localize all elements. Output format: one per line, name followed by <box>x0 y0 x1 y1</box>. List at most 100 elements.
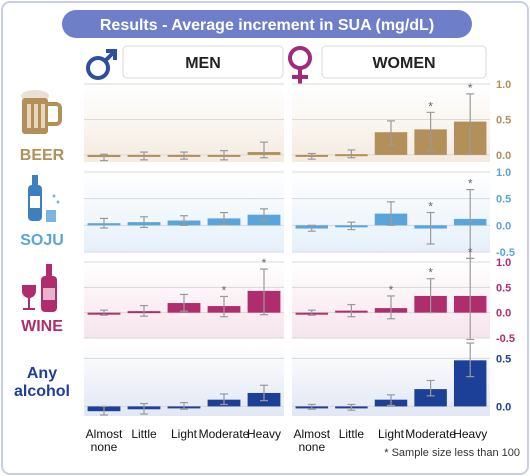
error-bar <box>140 402 148 415</box>
error-bar <box>307 152 316 160</box>
x-label-light: Light <box>378 427 405 441</box>
y-tick-wine: 0.0 <box>496 308 511 320</box>
error-bar <box>387 120 395 146</box>
y-tick-wine: -0.5 <box>496 333 515 345</box>
row-label-wine: WINE <box>21 318 63 335</box>
small-sample-marker: * <box>468 245 473 259</box>
panel-beer-women: ** <box>292 81 490 162</box>
error-bar <box>307 309 316 316</box>
x-label-heavy: Heavy <box>453 427 487 441</box>
panel-any-alcohol-men <box>84 344 284 416</box>
footnote: * Sample size less than 100 <box>384 447 520 459</box>
x-label-little: Little <box>131 427 157 441</box>
error-bar <box>426 211 435 245</box>
error-bar <box>180 401 188 410</box>
error-bar <box>140 304 148 317</box>
error-bar <box>220 211 228 225</box>
y-tick-wine: 0.5 <box>496 282 511 294</box>
column-header-women: WOMEN <box>372 55 435 72</box>
error-bar <box>347 303 356 318</box>
error-bar <box>466 257 475 341</box>
error-bar <box>100 405 108 416</box>
chart-title: Results - Average increment in SUA (mg/d… <box>100 17 434 34</box>
error-bar <box>220 295 228 318</box>
error-bar <box>180 293 188 312</box>
error-bar <box>466 342 475 378</box>
error-bar <box>387 201 395 226</box>
y-tick-wine: 1.0 <box>496 257 511 269</box>
small-sample-marker: * <box>428 266 433 280</box>
y-tick-beer: 1.0 <box>496 79 511 91</box>
panel-background <box>84 172 284 252</box>
row-label-any-line1: Any <box>27 365 57 382</box>
x-label-almost-none: Almost none <box>293 427 330 454</box>
y-tick-soju: 0.5 <box>496 194 511 206</box>
row-label-soju: SOJU <box>20 232 64 249</box>
row-label-any-line2: alcohol <box>14 383 70 400</box>
error-bar <box>220 150 228 161</box>
error-bar <box>426 379 435 397</box>
panel-any-alcohol-women <box>292 342 490 416</box>
error-bar <box>307 403 316 410</box>
title-banner <box>62 10 472 38</box>
small-sample-marker: * <box>262 256 267 270</box>
error-bar <box>180 215 188 226</box>
error-bar <box>220 393 228 406</box>
soju-bottle-icon <box>28 175 60 222</box>
y-tick-beer: 0.0 <box>496 150 511 162</box>
y-tick-any-alcohol: 0.0 <box>496 401 511 413</box>
error-bar <box>307 224 316 232</box>
male-symbol-icon <box>86 49 117 80</box>
error-bar <box>260 384 268 402</box>
error-bar <box>347 403 356 411</box>
error-bar <box>180 151 188 160</box>
error-bar <box>260 268 268 316</box>
plot-area: 0.00.51.0**-0.50.00.51.0**-0.50.00.51.0*… <box>84 79 515 416</box>
x-label-moderate: Moderate <box>405 427 456 441</box>
column-header-men: MEN <box>185 55 221 72</box>
x-label-almost-none: Almost none <box>86 427 123 454</box>
small-sample-marker: * <box>468 177 473 191</box>
panel-soju-men <box>84 171 284 253</box>
error-bar <box>140 151 148 161</box>
small-sample-marker: * <box>468 81 473 95</box>
panel-wine-women: * * * <box>292 245 490 341</box>
panel-background <box>84 84 284 162</box>
error-bar <box>347 149 356 159</box>
female-symbol-icon <box>288 46 312 84</box>
row-label-beer: BEER <box>20 147 65 164</box>
error-bar <box>260 208 268 221</box>
header-box-women <box>321 45 487 79</box>
x-label-moderate: Moderate <box>199 427 250 441</box>
panel-beer-men <box>84 83 284 162</box>
error-bar <box>426 111 435 152</box>
error-bar <box>387 394 395 407</box>
small-sample-marker: * <box>428 200 433 214</box>
error-bar <box>100 153 108 162</box>
small-sample-marker: * <box>222 283 227 297</box>
error-bar <box>466 93 475 155</box>
header-box-men <box>122 45 284 79</box>
small-sample-marker: * <box>428 99 433 113</box>
panel-wine-men: ** <box>84 256 284 339</box>
bar-any-alcohol-women-moderate <box>414 389 447 407</box>
y-tick-beer: 0.5 <box>496 114 511 126</box>
x-label-little: Little <box>339 427 365 441</box>
beer-mug-icon <box>21 90 62 134</box>
y-tick-any-alcohol: 0.5 <box>496 353 511 365</box>
x-label-light: Light <box>171 427 198 441</box>
error-bar <box>347 221 356 231</box>
error-bar <box>140 216 148 229</box>
error-bar <box>100 217 108 229</box>
panel-soju-women: ** <box>292 171 490 259</box>
error-bar <box>387 295 395 320</box>
small-sample-marker: * <box>389 283 394 297</box>
wine-bottle-icon <box>22 264 57 312</box>
x-label-heavy: Heavy <box>247 427 281 441</box>
error-bar <box>260 141 268 159</box>
y-tick-soju: 0.0 <box>496 220 511 232</box>
y-tick-soju: 1.0 <box>496 167 511 179</box>
